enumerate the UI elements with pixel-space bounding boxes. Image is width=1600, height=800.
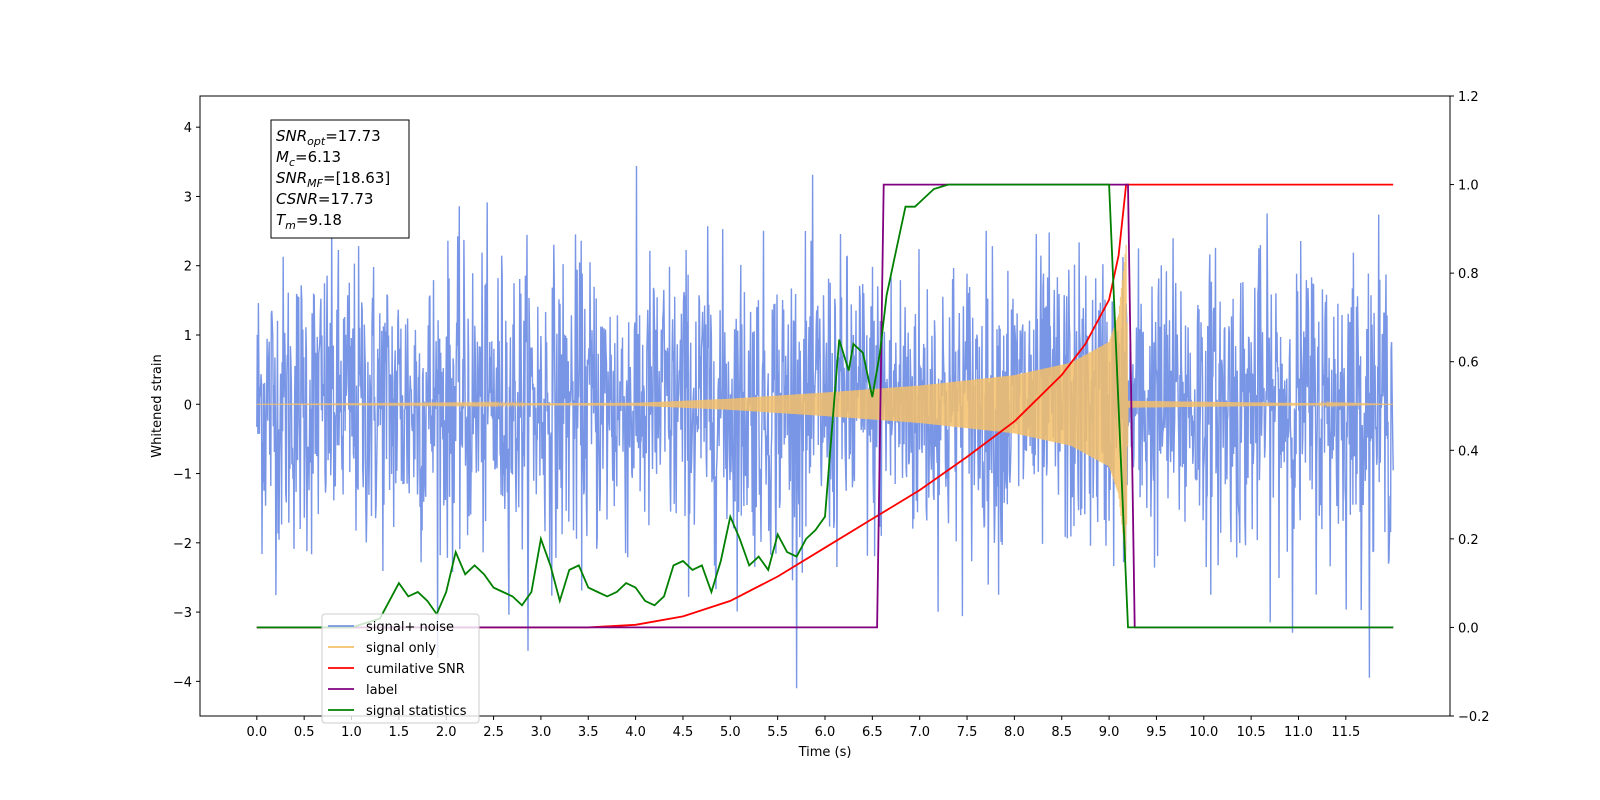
x-tick-label: 10.5	[1237, 725, 1266, 740]
x-tick-label: 6.0	[815, 725, 836, 740]
x-tick-label: 4.5	[673, 725, 694, 740]
x-tick-label: 5.5	[767, 725, 788, 740]
y-tick-label-right: 1.2	[1458, 90, 1479, 105]
info-line: SNRMF=[18.63]	[276, 169, 390, 190]
x-tick-label: 11.0	[1284, 725, 1313, 740]
x-tick-label: 8.5	[1051, 725, 1072, 740]
x-tick-label: 5.0	[720, 725, 741, 740]
info-symbol: CSNR	[276, 190, 318, 208]
y-tick-label-right: 0.6	[1458, 356, 1479, 371]
y-tick-label-left: 1	[184, 329, 192, 344]
info-value: =[18.63]	[323, 169, 390, 187]
legend-entry: signal only	[366, 641, 436, 656]
x-tick-label: 3.0	[531, 725, 552, 740]
info-line: Tm=9.18	[276, 211, 342, 232]
x-tick-label: 7.5	[957, 725, 978, 740]
legend-entry: cumilative SNR	[366, 662, 465, 677]
y-tick-label-left: −3	[173, 606, 192, 621]
series-line-signal-noise	[256, 165, 1394, 689]
y-tick-label-left: −4	[173, 675, 192, 690]
x-tick-label: 0.0	[246, 725, 267, 740]
info-symbol: M	[276, 148, 289, 166]
info-line: CSNR=17.73	[276, 190, 373, 208]
legend-entry: signal statistics	[366, 704, 467, 719]
info-value: =9.18	[296, 211, 342, 229]
series-line-signal-only	[256, 244, 1394, 560]
series-layer	[256, 165, 1394, 689]
x-tick-label: 1.0	[341, 725, 362, 740]
info-symbol: SNR	[276, 127, 307, 145]
info-subscript: m	[285, 219, 296, 232]
y-tick-label-right: 0.0	[1458, 621, 1479, 636]
info-line: SNRopt=17.73	[276, 127, 381, 148]
x-tick-label: 11.5	[1331, 725, 1360, 740]
info-subscript: MF	[307, 177, 323, 190]
x-tick-label: 2.0	[436, 725, 457, 740]
x-tick-label: 6.5	[862, 725, 883, 740]
x-tick-label: 0.5	[294, 725, 315, 740]
x-tick-label: 2.5	[483, 725, 504, 740]
info-symbol: T	[276, 211, 287, 229]
x-tick-label: 3.5	[578, 725, 599, 740]
y-tick-label-left: 4	[184, 121, 192, 136]
info-value: =17.73	[325, 127, 381, 145]
x-tick-label: 8.0	[1004, 725, 1025, 740]
info-box-frame	[270, 119, 410, 239]
y-tick-label-left: −2	[173, 537, 192, 552]
y-tick-label-right: 0.8	[1458, 267, 1479, 282]
x-tick-label: 10.0	[1189, 725, 1218, 740]
legend: signal+ noise signal only cumilative SNR la…	[321, 613, 480, 724]
x-tick-label: 9.0	[1099, 725, 1120, 740]
y-tick-label-left: 3	[184, 190, 192, 205]
info-subscript: c	[289, 156, 295, 169]
legend-entry: label	[366, 683, 397, 698]
y-axis-right: 1.2 1.0 0.8 0.6 0.4 0.2 0.0 −0.2	[1450, 90, 1490, 725]
x-tick-label: 7.0	[909, 725, 930, 740]
info-line: Mc=6.13	[276, 148, 341, 169]
y-axis-left: 4 3 2 1 0 −1 −2 −3 −4	[173, 121, 200, 690]
y-tick-label-left: 2	[184, 260, 192, 275]
legend-entry: signal+ noise	[366, 620, 454, 635]
y-tick-label-left: 0	[184, 398, 192, 413]
series-line-signal-statistics	[256, 183, 1394, 629]
x-tick-label: 1.5	[389, 725, 410, 740]
info-value: =17.73	[318, 190, 374, 208]
info-symbol: SNR	[276, 169, 307, 187]
y-tick-label-right: −0.2	[1458, 710, 1490, 725]
info-box: SNRopt=17.73Mc=6.13SNRMF=[18.63]CSNR=17.…	[270, 119, 410, 239]
legend-frame	[321, 613, 480, 724]
info-value: =6.13	[295, 148, 341, 166]
x-tick-label: 9.5	[1146, 725, 1167, 740]
series-line-cumilative-snr	[256, 183, 1394, 629]
y-tick-label-right: 0.2	[1458, 533, 1479, 548]
info-subscript: opt	[307, 135, 326, 148]
y-tick-label-left: −1	[173, 468, 192, 483]
y-tick-label-right: 1.0	[1458, 179, 1479, 194]
x-tick-label: 4.0	[625, 725, 646, 740]
y-tick-label-right: 0.4	[1458, 444, 1479, 459]
x-axis-title: Time (s)	[798, 745, 852, 760]
y-axis-title-left: Whitened strain	[150, 354, 165, 457]
x-axis: 0.0 0.5 1.0 1.5 2.0 2.5 3.0 3.5 4.0 4.5 5.0 5.5 6.0 6…	[246, 716, 1360, 740]
